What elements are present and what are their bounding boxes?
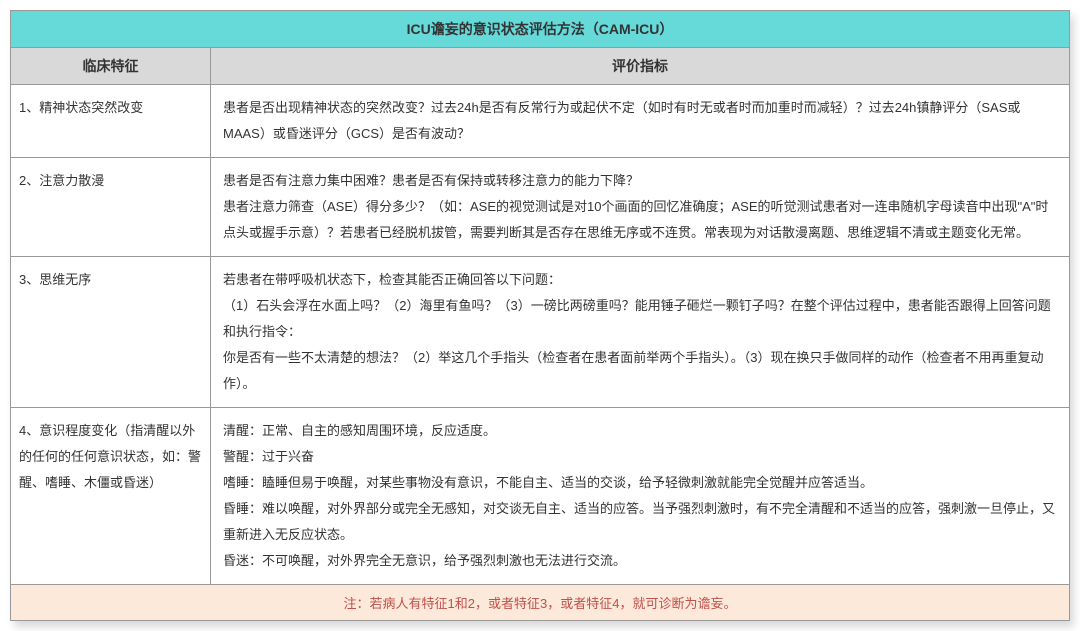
criteria-cell: 患者是否出现精神状态的突然改变？过去24h是否有反常行为或起伏不定（如时有时无或… xyxy=(211,85,1069,157)
feature-cell: 2、注意力散漫 xyxy=(11,158,211,256)
cam-icu-table: ICU谵妄的意识状态评估方法（CAM-ICU） 临床特征 评价指标 1、精神状态… xyxy=(10,10,1070,621)
table-row: 3、思维无序 若患者在带呼吸机状态下，检查其能否正确回答以下问题：（1）石头会浮… xyxy=(11,257,1069,408)
table-row: 4、意识程度变化（指清醒以外的任何的任何意识状态，如：警醒、嗜睡、木僵或昏迷） … xyxy=(11,408,1069,585)
criteria-cell: 患者是否有注意力集中困难？患者是否有保持或转移注意力的能力下降？患者注意力筛查（… xyxy=(211,158,1069,256)
table-row: 2、注意力散漫 患者是否有注意力集中困难？患者是否有保持或转移注意力的能力下降？… xyxy=(11,158,1069,257)
criteria-cell: 若患者在带呼吸机状态下，检查其能否正确回答以下问题：（1）石头会浮在水面上吗？（… xyxy=(211,257,1069,407)
header-criteria: 评价指标 xyxy=(211,48,1069,84)
note-row: 注：若病人有特征1和2，或者特征3，或者特征4，就可诊断为谵妄。 xyxy=(11,585,1069,620)
header-feature: 临床特征 xyxy=(11,48,211,84)
header-row: 临床特征 评价指标 xyxy=(11,48,1069,85)
criteria-cell: 清醒：正常、自主的感知周围环境，反应适度。警醒：过于兴奋嗜睡：瞌睡但易于唤醒，对… xyxy=(211,408,1069,584)
table-title: ICU谵妄的意识状态评估方法（CAM-ICU） xyxy=(11,11,1069,48)
feature-cell: 3、思维无序 xyxy=(11,257,211,407)
title-text: ICU谵妄的意识状态评估方法（CAM-ICU） xyxy=(407,21,674,37)
feature-cell: 1、精神状态突然改变 xyxy=(11,85,211,157)
table-row: 1、精神状态突然改变 患者是否出现精神状态的突然改变？过去24h是否有反常行为或… xyxy=(11,85,1069,158)
feature-cell: 4、意识程度变化（指清醒以外的任何的任何意识状态，如：警醒、嗜睡、木僵或昏迷） xyxy=(11,408,211,584)
note-text: 注：若病人有特征1和2，或者特征3，或者特征4，就可诊断为谵妄。 xyxy=(344,596,737,611)
